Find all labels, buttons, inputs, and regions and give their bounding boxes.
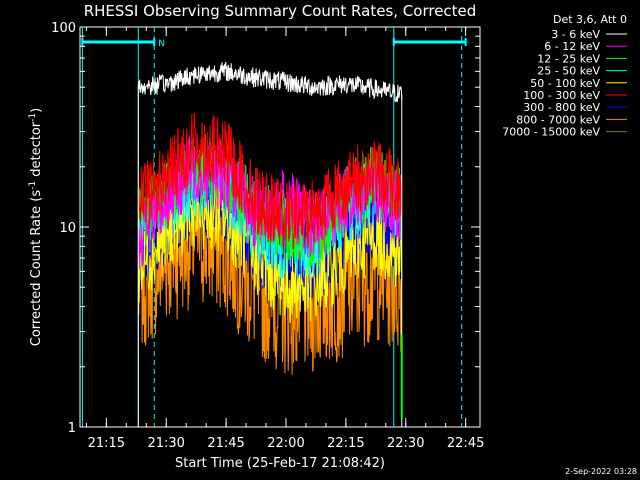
annotation-bars: N (81, 38, 467, 49)
legend-entry-label: 800 - 7000 keV (516, 113, 600, 126)
legend-entry-label: 100 - 300 keV (523, 89, 600, 102)
x-tick-label: 22:30 (387, 436, 424, 451)
series-line (137, 177, 403, 323)
y-axis-label-mid: detector (29, 121, 44, 181)
x-tick-label: 22:45 (447, 436, 484, 451)
legend-header: Det 3,6, Att 0 (553, 13, 627, 26)
y-axis-label-main: Corrected Count Rate (s (29, 190, 44, 347)
y-tick-label: 100 (51, 21, 76, 36)
x-tick-label: 22:15 (327, 436, 364, 451)
legend-entry-label: 3 - 6 keV (551, 28, 600, 41)
legend-entry-label: 7000 - 15000 keV (502, 126, 600, 139)
x-tick-label: 22:00 (267, 436, 304, 451)
y-axis-label-sup1: -1 (28, 181, 38, 190)
timestamp: 2-Sep-2022 03:28 (565, 467, 637, 476)
x-tick-label: 21:15 (88, 436, 125, 451)
y-tick-label: 1 (68, 421, 76, 436)
legend-entry-label: 50 - 100 keV (530, 77, 600, 90)
x-axis-label: Start Time (25-Feb-17 21:08:42) (175, 456, 385, 471)
chart-title: RHESSI Observing Summary Count Rates, Co… (84, 2, 477, 20)
x-axis: 21:15 21:30 21:45 22:00 22:15 22:30 22:45 (85, 27, 484, 451)
legend-entry-label: 300 - 800 keV (523, 101, 600, 114)
legend-entry-label: 6 - 12 keV (544, 40, 600, 53)
y-axis-label-end: ) (29, 108, 44, 113)
annotation-bar-label: N (158, 39, 165, 49)
y-axis: 1 10 100 (51, 21, 480, 436)
series-line (137, 136, 403, 270)
series-layer (137, 61, 403, 427)
legend-entry-label: 12 - 25 keV (537, 52, 600, 65)
y-axis-label: Corrected Count Rate (s-1 detector-1) (28, 108, 44, 346)
y-axis-label-sup2: -1 (28, 113, 38, 122)
x-tick-label: 21:45 (207, 436, 244, 451)
x-tick-label: 21:30 (147, 436, 184, 451)
legend-entry-label: 25 - 50 keV (537, 65, 600, 78)
y-tick-label: 10 (59, 221, 76, 236)
series-line (137, 112, 403, 250)
series-line (137, 61, 403, 103)
